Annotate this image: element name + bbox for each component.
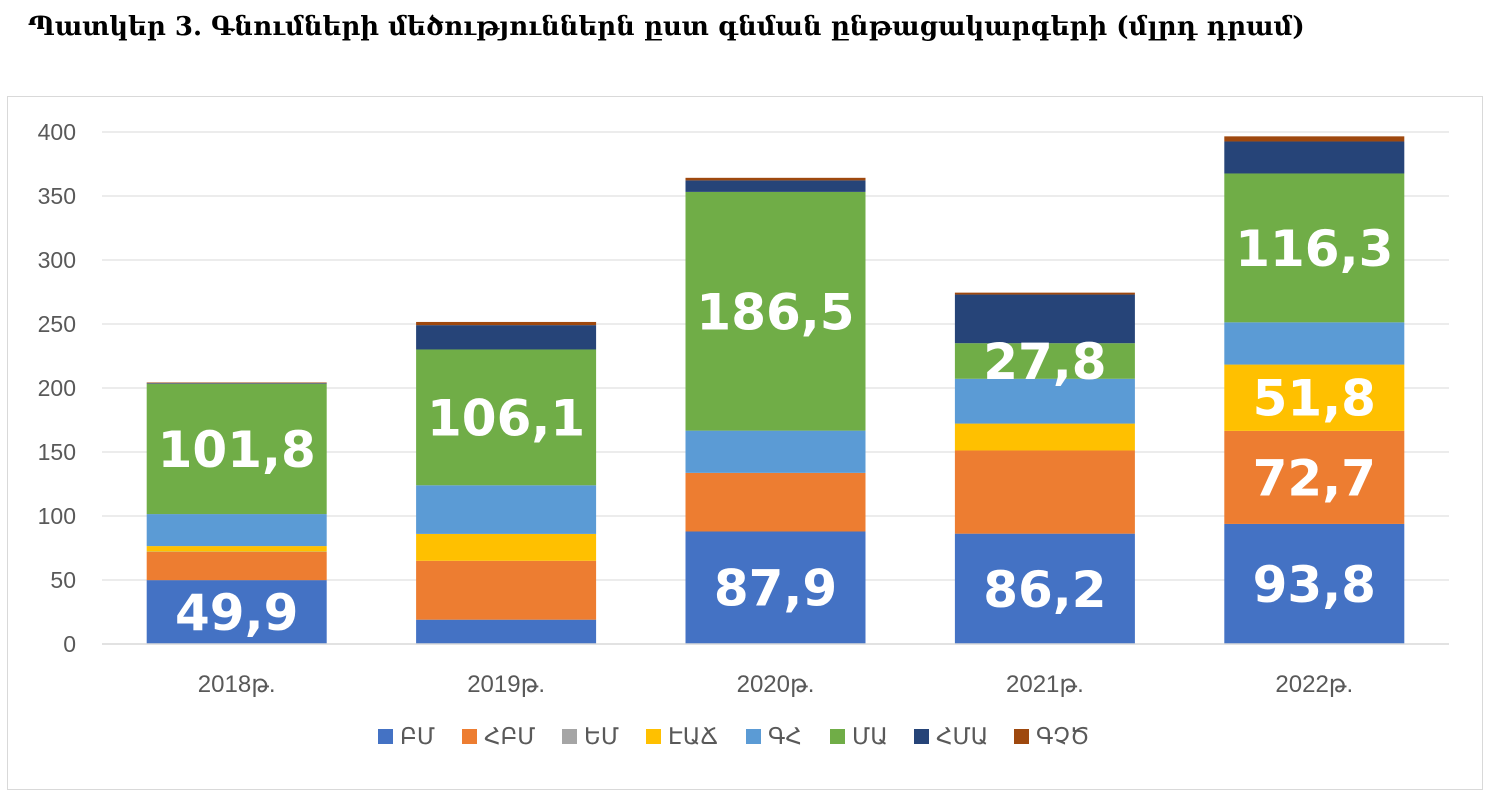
x-category-label: 2020թ. xyxy=(737,671,815,698)
data-labels: 49,9 101,8 106,1 87,9 186,5 86,2 27,8 93,8 72,7 5… xyxy=(158,220,1394,642)
bar-segment xyxy=(1224,141,1405,174)
bar-segment xyxy=(146,546,327,552)
data-label: 106,1 xyxy=(427,389,585,447)
bar-segment xyxy=(685,177,866,181)
legend-label: ՀԲՄ xyxy=(484,723,536,749)
legend-swatch xyxy=(462,729,477,744)
legend-swatch xyxy=(646,729,661,744)
legend-swatch xyxy=(378,729,393,744)
bar-segment xyxy=(1224,322,1405,365)
data-label: 72,7 xyxy=(1253,449,1376,507)
x-category-label: 2019թ. xyxy=(467,671,545,698)
data-label: 87,9 xyxy=(714,560,837,618)
y-tick-label: 300 xyxy=(38,247,76,273)
bar-segment xyxy=(146,382,327,384)
bar-segment xyxy=(1224,136,1405,142)
y-tick-label: 150 xyxy=(38,439,76,465)
legend-item: ԳՉԾ xyxy=(1014,723,1090,749)
bar-segment xyxy=(954,378,1135,424)
bar-segment xyxy=(954,533,1135,644)
y-tick-label: 400 xyxy=(38,119,76,145)
y-tick-label: 200 xyxy=(38,375,76,401)
legend-swatch xyxy=(746,729,761,744)
bar-segment xyxy=(146,551,327,581)
bar-segment xyxy=(416,560,597,620)
y-tick-label: 100 xyxy=(38,503,76,529)
bar-segment xyxy=(416,321,597,326)
legend-swatch xyxy=(914,729,929,744)
legend-item: ՀԲՄ xyxy=(462,723,536,749)
bar-segment xyxy=(146,580,327,644)
legend-label: ԷԱՃ xyxy=(668,723,718,749)
legend-item: ԳՀ xyxy=(746,723,802,749)
bar-segment xyxy=(1224,523,1405,644)
bar-segment xyxy=(416,619,597,644)
y-tick-label: 250 xyxy=(38,311,76,337)
data-label: 101,8 xyxy=(158,421,316,479)
bar-segment xyxy=(416,349,597,486)
bar-segment xyxy=(685,430,866,473)
legend-item: ՀՄԱ xyxy=(914,723,988,749)
bar-segment xyxy=(416,485,597,534)
data-label: 116,3 xyxy=(1235,220,1393,278)
y-tick-label: 50 xyxy=(50,567,76,593)
bar-segment xyxy=(1224,173,1405,323)
chart-area: 0 50 100 150 200 250 300 350 400 2018թ. 2019թ. 2020… xyxy=(7,96,1483,790)
bar-segment xyxy=(1224,430,1405,524)
x-category-label: 2021թ. xyxy=(1006,671,1084,698)
legend-item: ԵՄ xyxy=(562,723,619,749)
y-tick-label: 0 xyxy=(63,631,76,657)
bar-segment xyxy=(685,472,866,532)
bar-segment xyxy=(685,531,866,644)
data-label: 27,8 xyxy=(983,333,1106,391)
bars xyxy=(146,136,1405,644)
bar-segment xyxy=(954,450,1135,534)
bar-segment xyxy=(685,180,866,192)
legend-item: ԲՄ xyxy=(378,723,435,749)
legend-label: ԵՄ xyxy=(584,723,619,749)
bar-segment xyxy=(954,423,1135,451)
data-label: 186,5 xyxy=(696,283,854,341)
bar-segment xyxy=(146,514,327,547)
data-label: 93,8 xyxy=(1253,556,1376,614)
bar-segment xyxy=(685,191,866,431)
bar-segment xyxy=(416,533,597,561)
bar-segment xyxy=(1224,364,1405,431)
axes: 0 50 100 150 200 250 300 350 400 2018թ. 2019թ. 2020… xyxy=(38,119,1449,698)
x-category-label: 2018թ. xyxy=(198,671,276,698)
y-tick-label: 350 xyxy=(38,183,76,209)
bar-segment xyxy=(146,383,327,515)
data-label: 49,9 xyxy=(175,584,298,642)
legend-label: ՄԱ xyxy=(852,723,888,749)
page-title: Պատկեր 3. Գնումների մեծություններն ըստ գ… xyxy=(28,12,1305,42)
bar-segment xyxy=(954,343,1135,379)
stacked-bar-chart: 0 50 100 150 200 250 300 350 400 2018թ. 2019թ. 2020… xyxy=(38,119,1449,749)
data-label: 86,2 xyxy=(983,561,1106,619)
bar-segment xyxy=(954,294,1135,344)
legend-swatch xyxy=(830,729,845,744)
bar-segment xyxy=(146,383,327,384)
legend-label: ՀՄԱ xyxy=(936,723,988,749)
legend-item: ԷԱՃ xyxy=(646,723,718,749)
legend-label: ԳՀ xyxy=(768,723,802,749)
bar-segment xyxy=(416,325,597,350)
legend-swatch xyxy=(1014,729,1029,744)
x-category-label: 2022թ. xyxy=(1275,671,1353,698)
bar-segment xyxy=(954,292,1135,295)
legend-label: ԲՄ xyxy=(400,723,435,749)
legend-swatch xyxy=(562,729,577,744)
data-label: 51,8 xyxy=(1253,370,1376,428)
legend: ԲՄ ՀԲՄ ԵՄ ԷԱՃ ԳՀ ՄԱ ՀՄԱ ԳՉԾ xyxy=(378,723,1090,749)
legend-item: ՄԱ xyxy=(830,723,888,749)
legend-label: ԳՉԾ xyxy=(1036,723,1090,749)
